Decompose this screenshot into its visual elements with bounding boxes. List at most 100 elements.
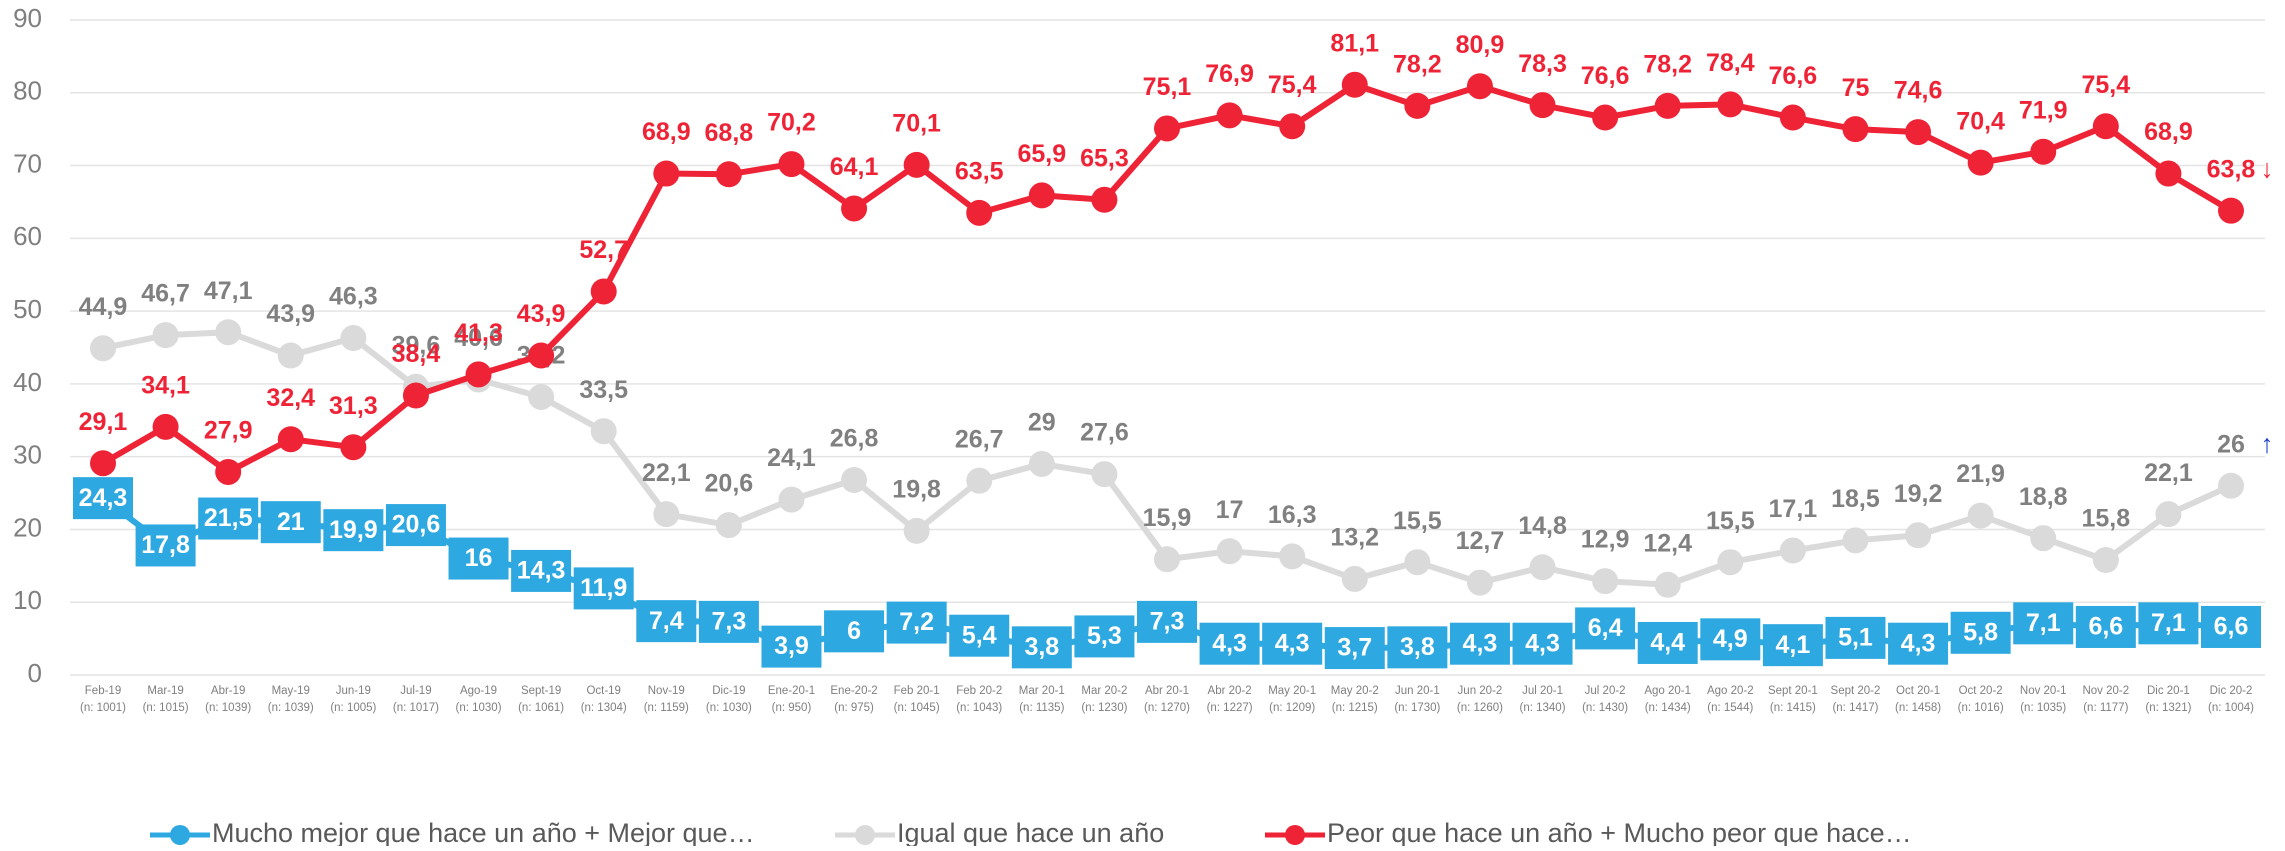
x-tick-note: (n: 1135) bbox=[1019, 702, 1064, 714]
marker bbox=[715, 161, 742, 188]
marker bbox=[1154, 546, 1180, 573]
marker bbox=[465, 361, 492, 388]
data-label: 14,3 bbox=[517, 557, 566, 585]
marker bbox=[1637, 621, 1698, 664]
annotation: ↓ bbox=[2261, 154, 2274, 184]
data-label: 68,8 bbox=[705, 119, 754, 147]
marker bbox=[1466, 73, 1493, 100]
marker bbox=[841, 195, 868, 222]
marker bbox=[1216, 538, 1243, 565]
x-tick-label: Mar 20-1 bbox=[1019, 685, 1065, 697]
marker bbox=[1654, 92, 1681, 119]
data-label: 33,5 bbox=[579, 376, 628, 404]
x-tick-note: (n: 1005) bbox=[330, 702, 376, 714]
marker bbox=[1762, 624, 1823, 667]
data-label: 15,9 bbox=[1143, 504, 1192, 532]
data-label: 18,5 bbox=[1831, 485, 1880, 513]
data-label: 5,3 bbox=[1087, 622, 1122, 650]
marker bbox=[1137, 600, 1197, 643]
x-tick-note: (n: 1434) bbox=[1645, 702, 1691, 714]
data-label: 3,8 bbox=[1024, 633, 1059, 661]
data-label: 17 bbox=[1216, 496, 1244, 524]
marker bbox=[1199, 622, 1260, 665]
x-tick-note: (n: 1061) bbox=[518, 702, 564, 714]
y-tick-label: 70 bbox=[13, 148, 42, 178]
data-label: 76,9 bbox=[1205, 60, 1254, 88]
marker bbox=[1842, 527, 1869, 554]
x-tick-note: (n: 1230) bbox=[1081, 702, 1127, 714]
x-tick-note: (n: 1321) bbox=[2145, 702, 2191, 714]
x-tick-label: Ene-20-1 bbox=[768, 685, 815, 697]
data-label: 7,4 bbox=[649, 607, 684, 635]
data-label: 31,3 bbox=[329, 392, 378, 420]
marker bbox=[1154, 115, 1180, 142]
data-label: 27,9 bbox=[204, 417, 253, 445]
data-label: 78,2 bbox=[1643, 50, 1692, 78]
marker bbox=[90, 335, 116, 362]
data-label: 13,2 bbox=[1330, 524, 1379, 552]
marker bbox=[1216, 102, 1243, 129]
x-tick-note: (n: 1544) bbox=[1707, 702, 1753, 714]
data-label: 70,1 bbox=[892, 109, 941, 137]
marker bbox=[653, 160, 680, 187]
data-label: 43,9 bbox=[266, 300, 315, 328]
marker bbox=[715, 512, 742, 539]
data-label: 15,5 bbox=[1706, 507, 1755, 535]
marker bbox=[2075, 605, 2136, 648]
data-label: 6 bbox=[847, 617, 861, 645]
marker bbox=[1091, 461, 1118, 488]
data-label: 32,4 bbox=[266, 384, 315, 412]
data-label: 40,6 bbox=[454, 324, 503, 352]
x-tick-label: Feb 20-1 bbox=[894, 685, 940, 697]
data-label: 81,1 bbox=[1330, 29, 1379, 57]
marker bbox=[590, 278, 617, 305]
marker bbox=[698, 600, 759, 643]
x-tick-label: Nov-19 bbox=[648, 685, 685, 697]
marker bbox=[1779, 104, 1806, 131]
y-tick-label: 10 bbox=[13, 585, 42, 615]
data-label: 46,7 bbox=[141, 280, 190, 308]
y-tick-label: 0 bbox=[28, 658, 42, 688]
marker bbox=[528, 342, 555, 369]
marker bbox=[2030, 138, 2057, 165]
data-label: 4,4 bbox=[1650, 629, 1685, 657]
x-tick-note: (n: 1260) bbox=[1457, 702, 1503, 714]
x-tick-note: (n: 1304) bbox=[581, 702, 627, 714]
data-label: 43,9 bbox=[517, 300, 566, 328]
marker bbox=[323, 509, 384, 552]
data-label: 4,3 bbox=[1463, 629, 1498, 657]
x-tick-note: (n: 1340) bbox=[1520, 702, 1566, 714]
legend-marker bbox=[1285, 825, 1305, 845]
marker bbox=[198, 497, 259, 540]
y-tick-label: 30 bbox=[13, 440, 42, 470]
data-label: 46,3 bbox=[329, 283, 378, 311]
x-tick-label: Sept 20-2 bbox=[1831, 685, 1881, 697]
marker bbox=[1575, 607, 1636, 650]
marker bbox=[1888, 622, 1949, 665]
legend-label: Igual que hace un año bbox=[897, 818, 1164, 846]
x-tick-label: Ago-19 bbox=[460, 685, 497, 697]
data-label: 38,4 bbox=[392, 340, 441, 368]
marker bbox=[1529, 92, 1556, 119]
marker bbox=[1074, 615, 1135, 658]
x-tick-label: Dic 20-1 bbox=[2147, 685, 2190, 697]
data-label: 27,6 bbox=[1080, 419, 1129, 447]
marker bbox=[636, 600, 697, 643]
data-label: 19,9 bbox=[329, 516, 378, 544]
x-tick-note: (n: 1270) bbox=[1144, 702, 1190, 714]
data-label: 3,7 bbox=[1337, 634, 1372, 662]
marker bbox=[761, 625, 822, 668]
data-label: 70,4 bbox=[1956, 107, 2005, 135]
x-tick-label: Mar-19 bbox=[147, 685, 183, 697]
y-tick-label: 90 bbox=[13, 3, 42, 33]
data-label: 26,7 bbox=[955, 425, 1004, 453]
marker bbox=[90, 450, 116, 477]
data-label: 7,3 bbox=[1150, 607, 1185, 635]
x-tick-note: (n: 1035) bbox=[2020, 702, 2066, 714]
data-label: 75,4 bbox=[2081, 71, 2130, 99]
marker bbox=[1529, 554, 1556, 581]
x-tick-note: (n: 1209) bbox=[1269, 702, 1315, 714]
x-tick-label: Jul-19 bbox=[400, 685, 431, 697]
x-tick-label: Abr-19 bbox=[211, 685, 246, 697]
